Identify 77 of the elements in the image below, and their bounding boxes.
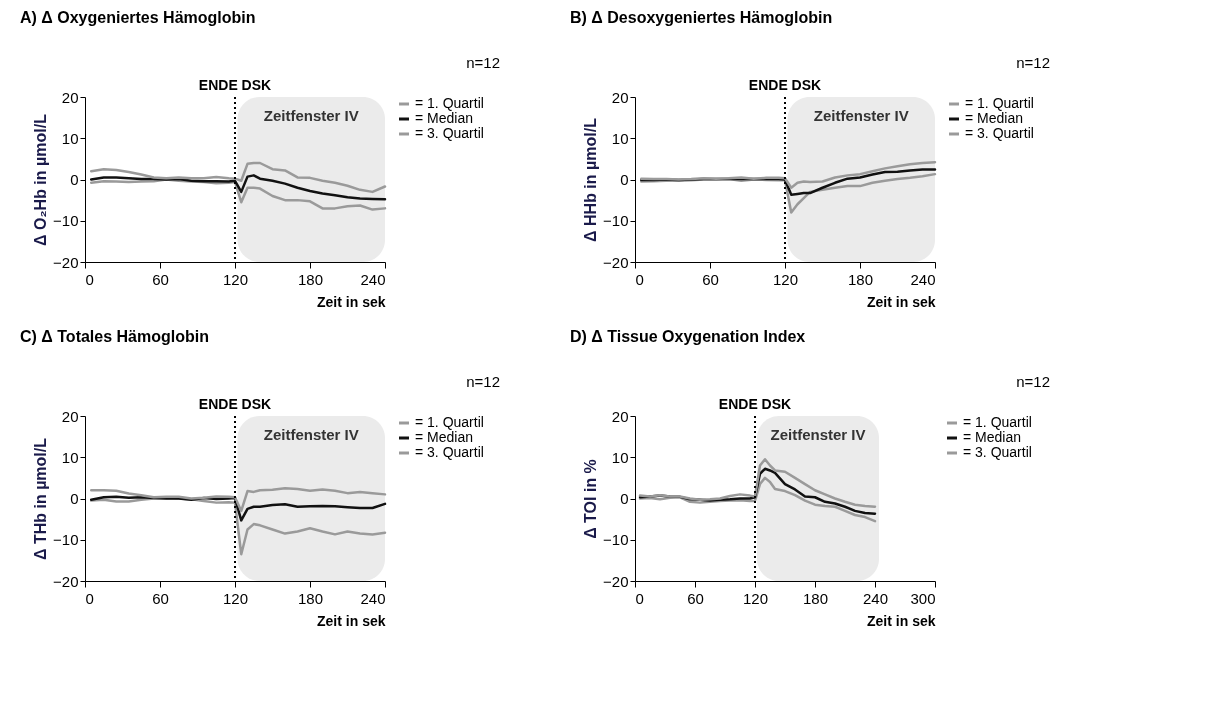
legend-label: = 1. Quartil: [965, 95, 1034, 111]
legend-label: = 3. Quartil: [965, 125, 1034, 141]
band-label: Zeitfenster IV: [813, 107, 909, 124]
y-axis-title: Δ O₂Hb in µmol/L: [32, 113, 50, 246]
x-axis-title: Zeit in sek: [867, 612, 936, 629]
legend-label: = Median: [963, 429, 1021, 445]
band-label: Zeitfenster IV: [263, 107, 359, 124]
y-axis-title: Δ HHb in µmol/L: [582, 117, 600, 242]
band-label: Zeitfenster IV: [263, 426, 359, 443]
x-axis-title: Zeit in sek: [317, 293, 386, 310]
y-tick-label: 20: [611, 88, 629, 106]
x-tick-label: 120: [222, 270, 249, 288]
x-tick-label: 120: [772, 270, 799, 288]
chart-title: D) Δ Tissue Oxygenation Index: [570, 328, 806, 345]
y-axis-title: Δ THb in µmol/L: [32, 437, 50, 561]
y-tick-label: −20: [603, 253, 629, 271]
y-tick-label: 10: [61, 448, 79, 466]
ref-line-label: ENDE DSK: [198, 396, 272, 412]
y-tick-label: 20: [611, 407, 629, 425]
y-tick-label: −20: [53, 572, 79, 590]
y-tick-label: −20: [603, 572, 629, 590]
chart-title: B) Δ Desoxygeniertes Hämoglobin: [570, 9, 833, 26]
text: n=12: [466, 54, 500, 71]
legend-label: = 3. Quartil: [963, 444, 1032, 460]
y-tick-label: −10: [53, 212, 79, 230]
y-tick-label: −20: [53, 253, 79, 271]
x-axis-title: Zeit in sek: [867, 293, 936, 310]
y-tick-label: 0: [70, 490, 79, 507]
y-tick-label: 20: [61, 88, 79, 106]
legend-label: = 1. Quartil: [415, 95, 484, 111]
y-tick-label: −10: [603, 531, 629, 549]
legend-label: = Median: [415, 110, 473, 126]
text: n=12: [466, 373, 500, 390]
x-tick-label: 0: [635, 589, 644, 607]
y-tick-label: 10: [611, 448, 629, 466]
x-tick-label: 120: [742, 589, 769, 607]
ref-line-label: ENDE DSK: [748, 77, 822, 93]
x-tick-label: 60: [687, 589, 704, 607]
band-label: Zeitfenster IV: [770, 426, 866, 443]
x-tick-label: 120: [222, 589, 249, 607]
text: n=12: [1016, 54, 1050, 71]
y-tick-label: 0: [620, 171, 629, 188]
text: n=12: [1016, 373, 1050, 390]
x-tick-label: 240: [862, 589, 889, 607]
x-tick-label: 0: [85, 589, 94, 607]
y-tick-label: −10: [603, 212, 629, 230]
y-tick-label: −10: [53, 531, 79, 549]
legend-label: = Median: [965, 110, 1023, 126]
legend-label: = 3. Quartil: [415, 444, 484, 460]
x-tick-label: 60: [152, 270, 169, 288]
y-tick-label: 10: [611, 129, 629, 147]
legend-label: = 1. Quartil: [963, 414, 1032, 430]
x-tick-label: 180: [297, 270, 324, 288]
legend-label: = 1. Quartil: [415, 414, 484, 430]
x-tick-label: 300: [910, 589, 936, 607]
x-tick-label: 240: [910, 270, 936, 288]
chart-title: A) Δ Oxygeniertes Hämoglobin: [20, 9, 256, 26]
x-tick-label: 240: [360, 270, 386, 288]
ref-line-label: ENDE DSK: [198, 77, 272, 93]
y-tick-label: 20: [61, 407, 79, 425]
y-tick-label: 10: [61, 129, 79, 147]
x-tick-label: 240: [360, 589, 386, 607]
ref-line-label: ENDE DSK: [718, 396, 792, 412]
x-tick-label: 180: [297, 589, 324, 607]
x-axis-title: Zeit in sek: [317, 612, 386, 629]
x-tick-label: 180: [847, 270, 874, 288]
chart-title: C) Δ Totales Hämoglobin: [20, 328, 209, 345]
y-tick-label: 0: [620, 490, 629, 507]
x-tick-label: 0: [635, 270, 644, 288]
x-tick-label: 60: [152, 589, 169, 607]
y-axis-title: Δ TOI in %: [582, 459, 600, 539]
x-tick-label: 0: [85, 270, 94, 288]
legend-label: = Median: [415, 429, 473, 445]
x-tick-label: 60: [702, 270, 719, 288]
x-tick-label: 180: [802, 589, 829, 607]
y-tick-label: 0: [70, 171, 79, 188]
legend-label: = 3. Quartil: [415, 125, 484, 141]
